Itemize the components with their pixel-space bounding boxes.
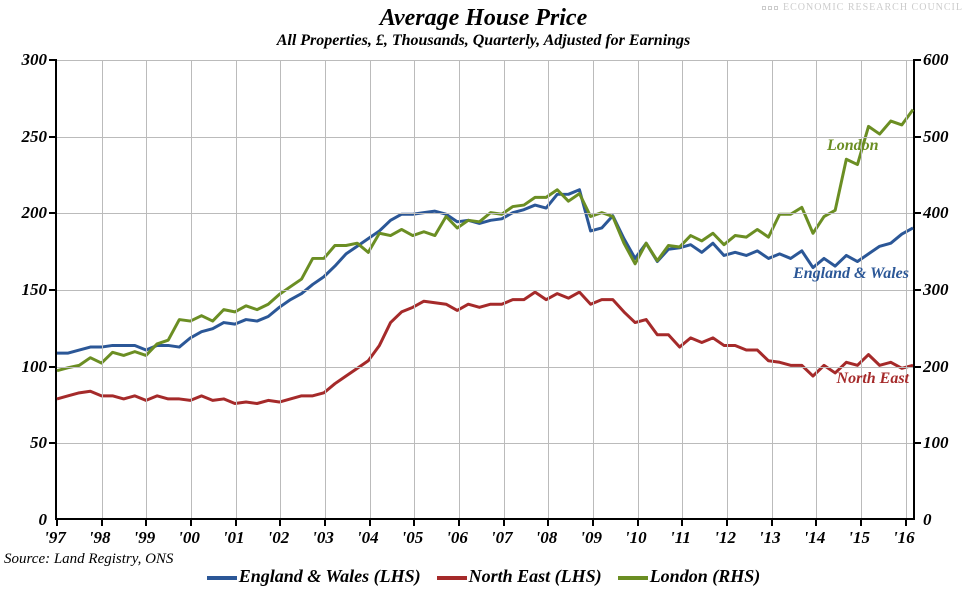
y-right-tick-label: 500 <box>923 127 949 147</box>
x-tick-label: '05 <box>402 528 424 548</box>
x-tick-label: '09 <box>580 528 602 548</box>
x-tick-label: '99 <box>133 528 155 548</box>
legend-item: London (RHS) <box>618 566 761 587</box>
y-left-tick-label: 150 <box>22 280 48 300</box>
x-tick-label: '07 <box>491 528 513 548</box>
x-tick-label: '15 <box>848 528 870 548</box>
y-axis-left: 050100150200250300 <box>0 60 55 520</box>
y-axis-right: 0100200300400500600 <box>915 60 967 520</box>
legend-swatch <box>437 576 467 580</box>
x-tick-label: '97 <box>44 528 66 548</box>
chart-lines <box>57 60 913 518</box>
legend: England & Wales (LHS) North East (LHS) Lon… <box>0 566 967 587</box>
series-line-north-east <box>57 292 913 403</box>
x-tick-label: '06 <box>446 528 468 548</box>
legend-text: London (RHS) <box>650 566 761 586</box>
x-tick-label: '00 <box>178 528 200 548</box>
x-tick-label: '12 <box>714 528 736 548</box>
y-left-tick-label: 250 <box>22 127 48 147</box>
y-left-tick-label: 200 <box>22 203 48 223</box>
x-tick-label: '03 <box>312 528 334 548</box>
plot-area: England & Wales North East London <box>55 60 915 520</box>
legend-item: North East (LHS) <box>437 566 602 587</box>
y-right-tick-label: 200 <box>923 357 949 377</box>
series-label: London <box>827 137 879 155</box>
legend-text: North East (LHS) <box>469 566 602 586</box>
x-tick-label: '10 <box>625 528 647 548</box>
y-right-tick-label: 400 <box>923 203 949 223</box>
y-left-tick-label: 300 <box>22 50 48 70</box>
y-right-tick-label: 100 <box>923 433 949 453</box>
chart-title: Average House Price <box>0 5 967 32</box>
legend-swatch <box>618 576 648 580</box>
series-label: North East <box>837 370 909 388</box>
y-left-tick-label: 50 <box>30 433 47 453</box>
x-tick-label: '11 <box>670 528 691 548</box>
x-tick-label: '16 <box>893 528 915 548</box>
chart-container: ECONOMIC RESEARCH COUNCIL Average House … <box>0 0 967 590</box>
y-left-tick-label: 0 <box>39 510 48 530</box>
x-axis: '97'98'99'00'01'02'03'04'05'06'07'08'09'… <box>55 520 915 550</box>
x-tick-label: '13 <box>759 528 781 548</box>
legend-text: England & Wales (LHS) <box>239 566 421 586</box>
x-tick-label: '08 <box>536 528 558 548</box>
x-tick-label: '04 <box>357 528 379 548</box>
legend-item: England & Wales (LHS) <box>207 566 421 587</box>
x-tick-label: '01 <box>223 528 245 548</box>
series-line-london <box>57 110 913 371</box>
legend-swatch <box>207 576 237 580</box>
y-right-tick-label: 300 <box>923 280 949 300</box>
x-tick-label: '14 <box>804 528 826 548</box>
y-right-tick-label: 0 <box>923 510 932 530</box>
series-label: England & Wales <box>793 265 909 283</box>
x-tick-label: '98 <box>89 528 111 548</box>
x-tick-label: '02 <box>268 528 290 548</box>
chart-subtitle: All Properties, £, Thousands, Quarterly,… <box>0 32 967 50</box>
y-left-tick-label: 100 <box>22 357 48 377</box>
y-right-tick-label: 600 <box>923 50 949 70</box>
